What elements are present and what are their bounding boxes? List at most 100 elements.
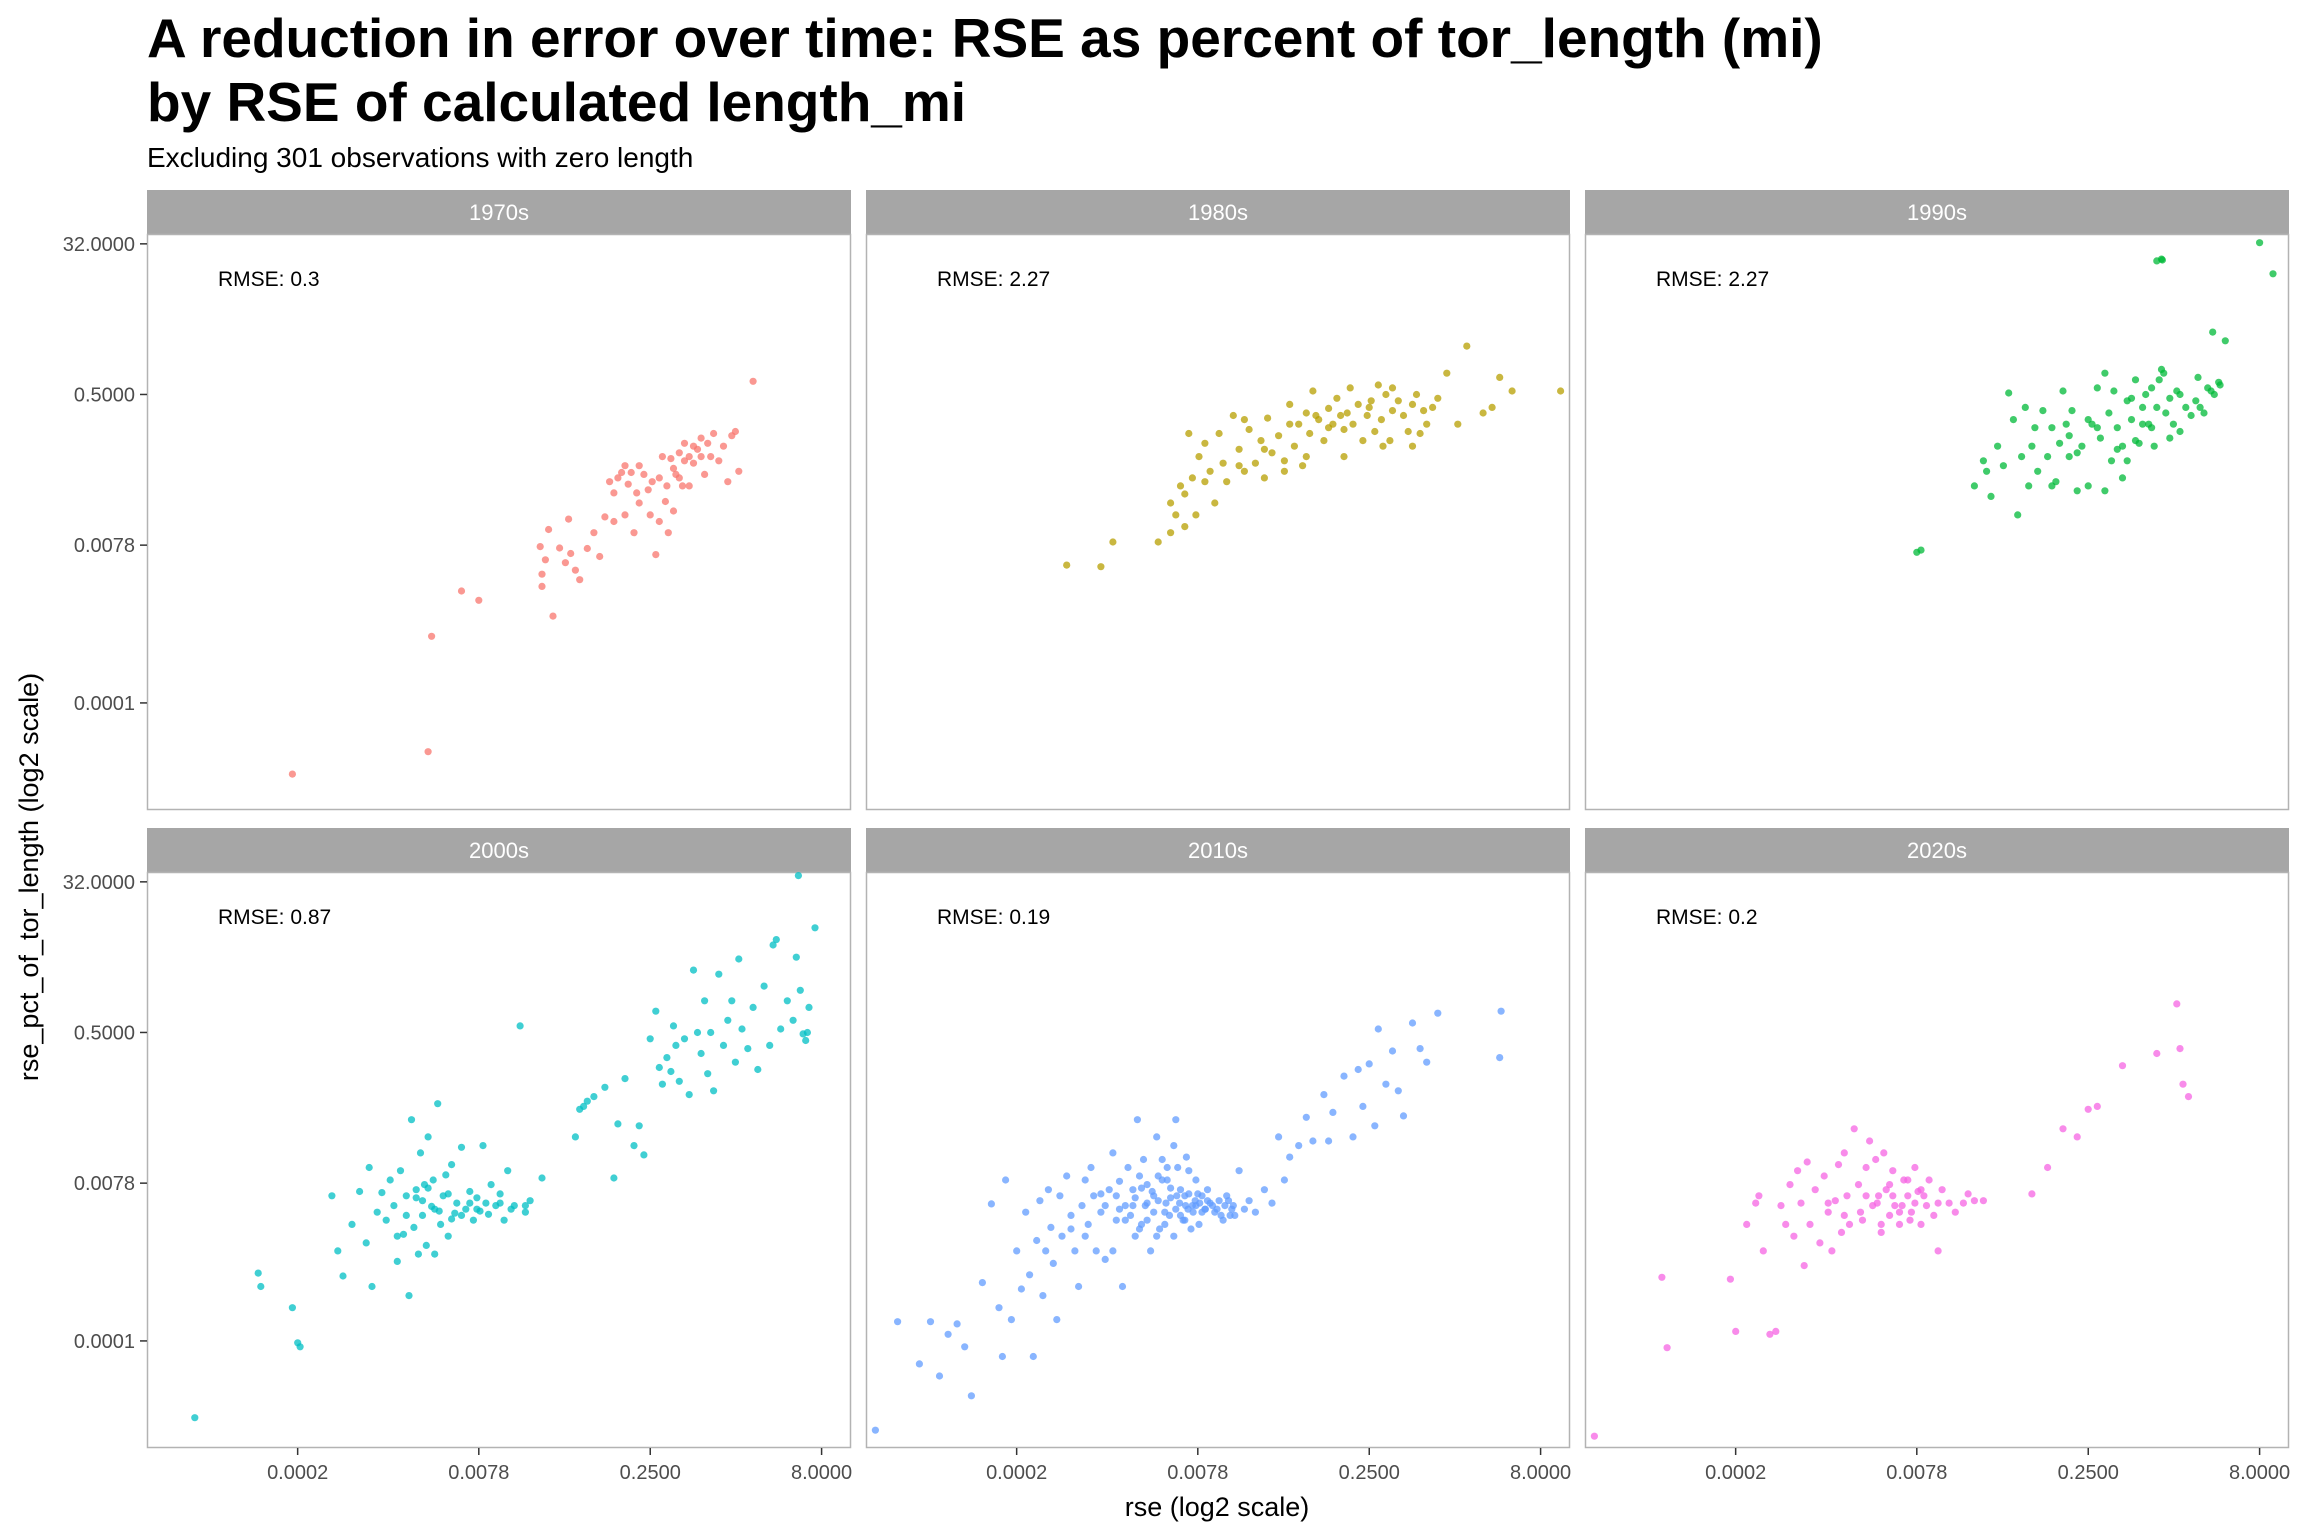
data-point [1404,427,1412,436]
data-point [710,429,718,438]
data-point [1201,439,1209,447]
data-point [1999,462,2007,470]
data-point [1013,1247,1021,1255]
data-point [576,576,584,584]
rmse-annotation: RMSE: 0.87 [218,906,331,929]
data-point [1800,1262,1808,1270]
data-point [1340,453,1348,461]
facet-label: 2020s [1907,838,1967,863]
data-point [1782,1220,1790,1228]
data-point [2148,384,2156,392]
data-point [621,1075,629,1083]
x-tick-label: 0.0002 [986,1462,1047,1484]
data-point [487,1181,495,1189]
data-point [1964,1190,1972,1198]
data-point [1084,1220,1092,1228]
data-point [424,748,432,756]
data-point [1959,1199,1967,1207]
data-point [1280,457,1288,465]
data-point [386,1176,394,1184]
data-point [1970,482,1978,490]
data-point [1167,1184,1175,1192]
data-point [2084,482,2092,490]
data-point [538,1174,546,1182]
data-point [2150,442,2158,450]
data-point [1886,1181,1894,1189]
data-point [1416,1045,1424,1053]
data-point [2068,407,2076,415]
data-point [1286,1153,1294,1161]
data-point [396,1167,405,1175]
data-point [414,1250,422,1258]
data-point [1911,1199,1919,1207]
data-point [1147,1247,1155,1255]
data-point [1211,499,1219,507]
data-point [373,1208,381,1216]
data-point [1880,1149,1888,1157]
data-point [2148,424,2156,432]
data-point [689,442,698,450]
data-point [1007,1316,1016,1324]
data-point [2073,487,2081,495]
data-point [772,936,780,944]
data-point [473,1194,481,1202]
data-point [1302,453,1310,461]
data-point [453,1199,461,1207]
data-point [1320,1091,1328,1099]
data-point [2039,407,2047,415]
data-point [1343,409,1351,417]
data-point [1951,1208,1959,1216]
data-point [685,453,693,461]
data-point [1112,1216,1120,1224]
data-point [1053,1316,1061,1324]
data-point [571,566,580,574]
data-point [457,587,466,595]
chart-title-line-1: A reduction in error over time: RSE as p… [147,7,1823,69]
panel-2020s: 2020s RMSE: 0.2 0.0002 0.0078 0.2500 8.0000 [1584,828,2290,1484]
x-tick-label: 0.2500 [620,1462,681,1484]
data-point [871,1426,880,1434]
data-point [2153,1049,2161,1058]
data-point [431,1250,439,1258]
data-point [484,1210,493,1218]
data-point [1388,384,1397,392]
data-point [2118,474,2127,482]
data-point [1195,453,1203,461]
data-point [1309,1137,1317,1145]
data-point [1862,1163,1870,1172]
data-point [2139,420,2147,428]
data-point [944,1330,952,1338]
data-point [635,462,643,470]
data-point [1231,1211,1239,1219]
data-point [1371,1122,1379,1130]
data-point [1194,1190,1202,1198]
data-point [1877,1228,1885,1236]
data-point [1911,1163,1919,1172]
facet-strip [1585,828,2289,872]
data-point [1188,474,1196,482]
data-point [2162,409,2170,417]
data-point [1063,1172,1071,1180]
data-point [1777,1202,1785,1210]
data-point [257,1282,265,1291]
data-point [1075,1282,1083,1291]
data-point [2153,403,2161,411]
data-point [1325,404,1333,412]
panel-border [1584,871,2290,1449]
rmse-annotation: RMSE: 0.19 [937,906,1050,929]
data-point [1429,403,1437,411]
data-point [1173,1192,1181,1200]
data-point [378,1189,386,1197]
data-point [1179,1216,1187,1224]
data-point [1590,1432,1598,1440]
data-point [664,529,672,537]
data-point [1245,1197,1253,1205]
x-tick-label: 8.0000 [791,1462,852,1484]
data-point [1979,1197,1987,1205]
data-point [1726,1275,1734,1283]
facet-label: 1970s [469,200,529,225]
data-point [1143,1181,1151,1189]
data-point [1443,369,1451,377]
data-point [715,457,723,465]
data-point [661,497,670,506]
